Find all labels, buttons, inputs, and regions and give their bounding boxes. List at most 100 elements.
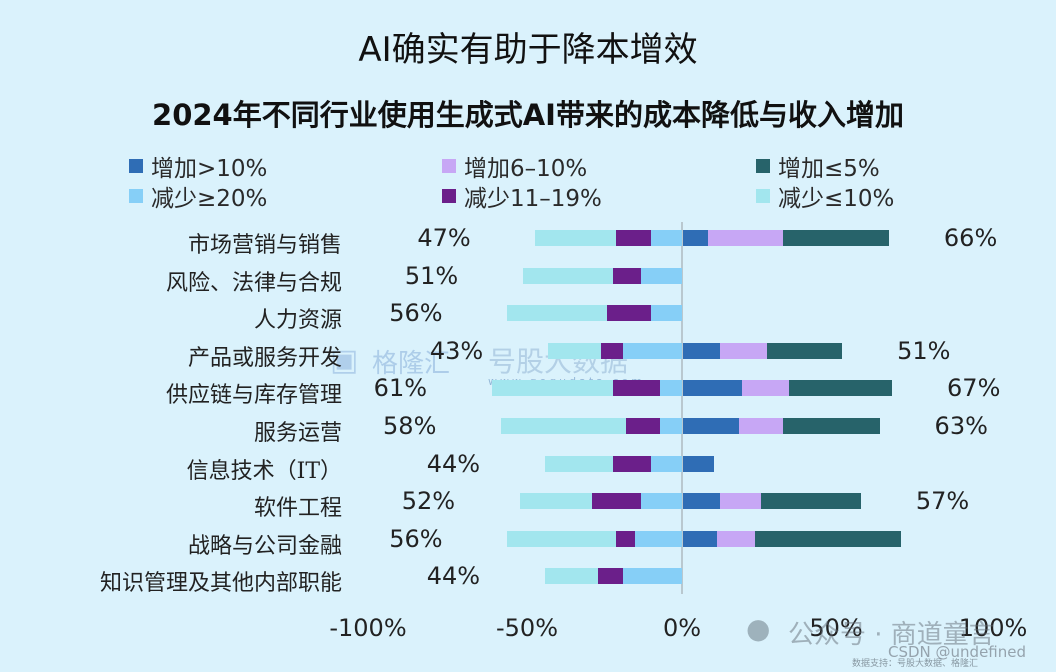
bar-segment-增加>10%	[683, 342, 721, 359]
bar-segment-减少11–19%	[591, 493, 642, 510]
legend-swatch-icon	[756, 189, 770, 203]
bar-segment-减少≥20%	[622, 568, 682, 585]
cost-reduction-total: 58%	[383, 412, 437, 440]
cost-reduction-total: 44%	[426, 562, 481, 591]
bar-segment-增加6–10%	[742, 380, 790, 397]
bar-segment-减少11–19%	[625, 418, 661, 434]
bar-segment-减少≥20%	[650, 305, 682, 322]
bar-segment-减少≤10%	[519, 493, 592, 510]
legend-item-increase-under-5: 增加≤5%	[756, 149, 880, 183]
bar-segment-增加6–10%	[739, 418, 783, 434]
cost-reduction-total: 43%	[429, 336, 484, 365]
bar-segment-减少≤10%	[491, 380, 614, 397]
bar-segment-减少≤10%	[547, 342, 601, 359]
bar-segment-减少11–19%	[613, 455, 651, 472]
bar-segment-增加≤5%	[754, 530, 902, 547]
bar-segment-减少11–19%	[600, 342, 623, 359]
category-label: 服务运营	[253, 421, 342, 446]
watermark-csdn: CSDN @undefined	[888, 643, 1027, 661]
legend-item-decrease-11-19: 减少11–19%	[442, 179, 602, 213]
bar-segment-减少≥20%	[622, 342, 682, 359]
bar-segment-减少≥20%	[641, 267, 682, 284]
bar-segment-增加6–10%	[720, 493, 761, 510]
bar-segment-减少11–19%	[613, 380, 661, 397]
chart-subtitle: 2024年不同行业使用生成式AI带来的成本降低与收入增加	[152, 98, 904, 132]
bar-segment-减少≥20%	[660, 418, 682, 434]
bar-segment-减少≤10%	[535, 230, 617, 246]
x-tick-label: 0%	[662, 614, 702, 642]
category-label: 软件工程	[253, 496, 342, 522]
legend-swatch-icon	[129, 189, 143, 203]
legend-item-increase-over-10: 增加>10%	[129, 149, 267, 183]
category-label: 知识管理及其他内部职能	[99, 571, 342, 597]
bar-segment-减少11–19%	[607, 305, 651, 322]
bar-segment-减少≥20%	[660, 380, 682, 397]
revenue-increase-total: 66%	[943, 224, 998, 252]
x-tick-label: -100%	[329, 614, 407, 642]
legend: 增加>10% 增加6–10% 增加≤5% 减少≥20% 减少11–19% 减少≤…	[0, 145, 1056, 212]
bar-segment-减少11–19%	[597, 568, 623, 585]
bar-segment-减少11–19%	[616, 230, 651, 246]
category-label: 产品或服务开发	[187, 345, 342, 371]
legend-swatch-icon	[442, 159, 456, 173]
cost-reduction-total: 51%	[404, 261, 459, 290]
gelonghui-logo-icon: ▣	[330, 343, 359, 378]
cost-reduction-total: 44%	[426, 449, 481, 478]
x-tick-label: 50%	[809, 614, 863, 642]
revenue-increase-total: 57%	[915, 487, 970, 516]
bar-segment-减少≥20%	[635, 530, 682, 547]
bar-segment-增加>10%	[683, 418, 740, 434]
revenue-increase-total: 63%	[934, 412, 988, 440]
bar-segment-增加>10%	[683, 230, 708, 246]
legend-label: 减少11–19%	[464, 186, 602, 212]
category-label: 战略与公司金融	[187, 533, 342, 559]
bar-segment-减少≤10%	[501, 418, 626, 434]
legend-swatch-icon	[129, 159, 143, 173]
legend-label: 减少≤10%	[778, 186, 895, 212]
cost-reduction-total: 56%	[389, 299, 443, 328]
legend-swatch-icon	[756, 159, 770, 173]
legend-item-decrease-over-20: 减少≥20%	[129, 179, 267, 213]
wechat-icon: ●	[746, 612, 771, 645]
legend-item-increase-6-10: 增加6–10%	[442, 149, 587, 183]
bar-segment-增加>10%	[683, 380, 743, 397]
legend-swatch-icon	[442, 189, 456, 203]
x-tick-label: 100%	[958, 614, 1028, 642]
bar-segment-增加>10%	[683, 530, 718, 547]
bar-segment-减少11–19%	[616, 530, 636, 547]
bar-segment-增加6–10%	[720, 342, 768, 359]
bar-segment-增加≤5%	[767, 342, 843, 359]
category-label: 风险、法律与合规	[165, 270, 342, 296]
bar-segment-减少≥20%	[650, 455, 682, 472]
chart-title: AI确实有助于降本增效	[358, 30, 698, 70]
legend-label: 增加6–10%	[464, 156, 588, 182]
category-label: 人力资源	[253, 308, 342, 334]
x-tick-label: -50%	[495, 614, 559, 642]
bar-segment-减少≤10%	[522, 267, 614, 284]
bar-segment-增加6–10%	[717, 530, 755, 547]
cost-reduction-total: 61%	[373, 374, 428, 403]
bar-segment-减少≤10%	[544, 455, 614, 472]
category-label: 供应链与库存管理	[165, 383, 342, 409]
bar-segment-减少≤10%	[507, 305, 608, 322]
bar-segment-减少≥20%	[650, 230, 682, 246]
category-label: 信息技术（IT）	[186, 458, 342, 484]
category-label: 市场营销与销售	[187, 233, 342, 258]
legend-label: 增加≤5%	[778, 156, 880, 182]
legend-label: 增加>10%	[151, 156, 268, 182]
zero-axis-line	[681, 222, 683, 594]
revenue-increase-total: 51%	[897, 336, 951, 365]
cost-reduction-total: 47%	[417, 224, 471, 252]
cost-reduction-total: 52%	[401, 487, 456, 516]
bar-segment-增加>10%	[683, 455, 715, 472]
bar-segment-减少11–19%	[613, 267, 642, 284]
watermark-source: 数据支持：号股大数据、格隆汇	[852, 659, 979, 669]
bar-segment-增加>10%	[683, 493, 721, 510]
bar-segment-增加≤5%	[782, 230, 889, 246]
bar-segment-减少≤10%	[544, 568, 598, 585]
legend-item-decrease-under-10: 减少≤10%	[756, 179, 894, 213]
bar-segment-增加≤5%	[789, 380, 893, 397]
watermark-gelonghui: 格隆汇	[372, 349, 451, 379]
bar-segment-增加≤5%	[761, 493, 861, 510]
bar-segment-增加≤5%	[782, 418, 880, 434]
